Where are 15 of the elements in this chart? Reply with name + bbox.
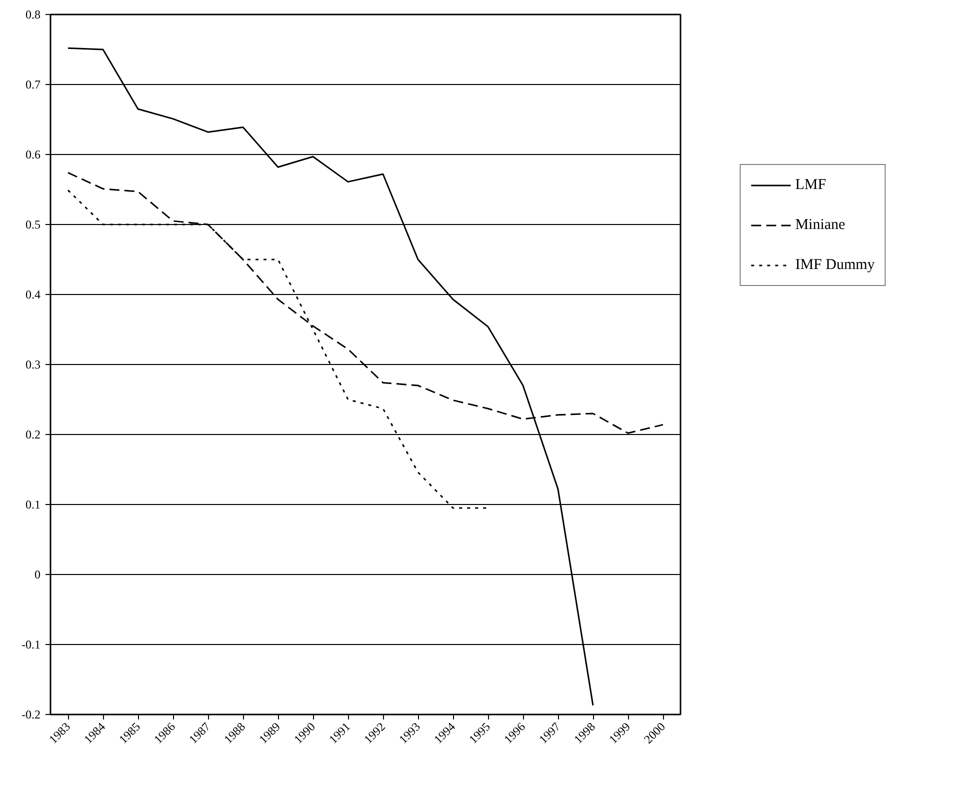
y-tick-label: 0.3: [26, 358, 40, 372]
y-tick-label: -0.2: [22, 708, 41, 722]
y-tick-label: 0.8: [26, 8, 40, 22]
y-tick-label: 0.6: [26, 148, 40, 162]
y-tick-label: 0.1: [26, 498, 40, 512]
x-tick-label: 1991: [326, 720, 353, 746]
legend-label: Miniane: [795, 216, 846, 234]
legend-label: LMF: [795, 176, 826, 194]
y-tick-label: 0.2: [26, 428, 40, 442]
legend-label: IMF Dummy: [795, 256, 875, 274]
y-tick-label: 0.4: [26, 288, 40, 302]
y-tick-label: 0.7: [26, 78, 40, 92]
y-tick-label: -0.1: [22, 638, 41, 652]
y-tick-label: 0.5: [26, 218, 40, 232]
y-tick-label: 0: [34, 568, 40, 582]
